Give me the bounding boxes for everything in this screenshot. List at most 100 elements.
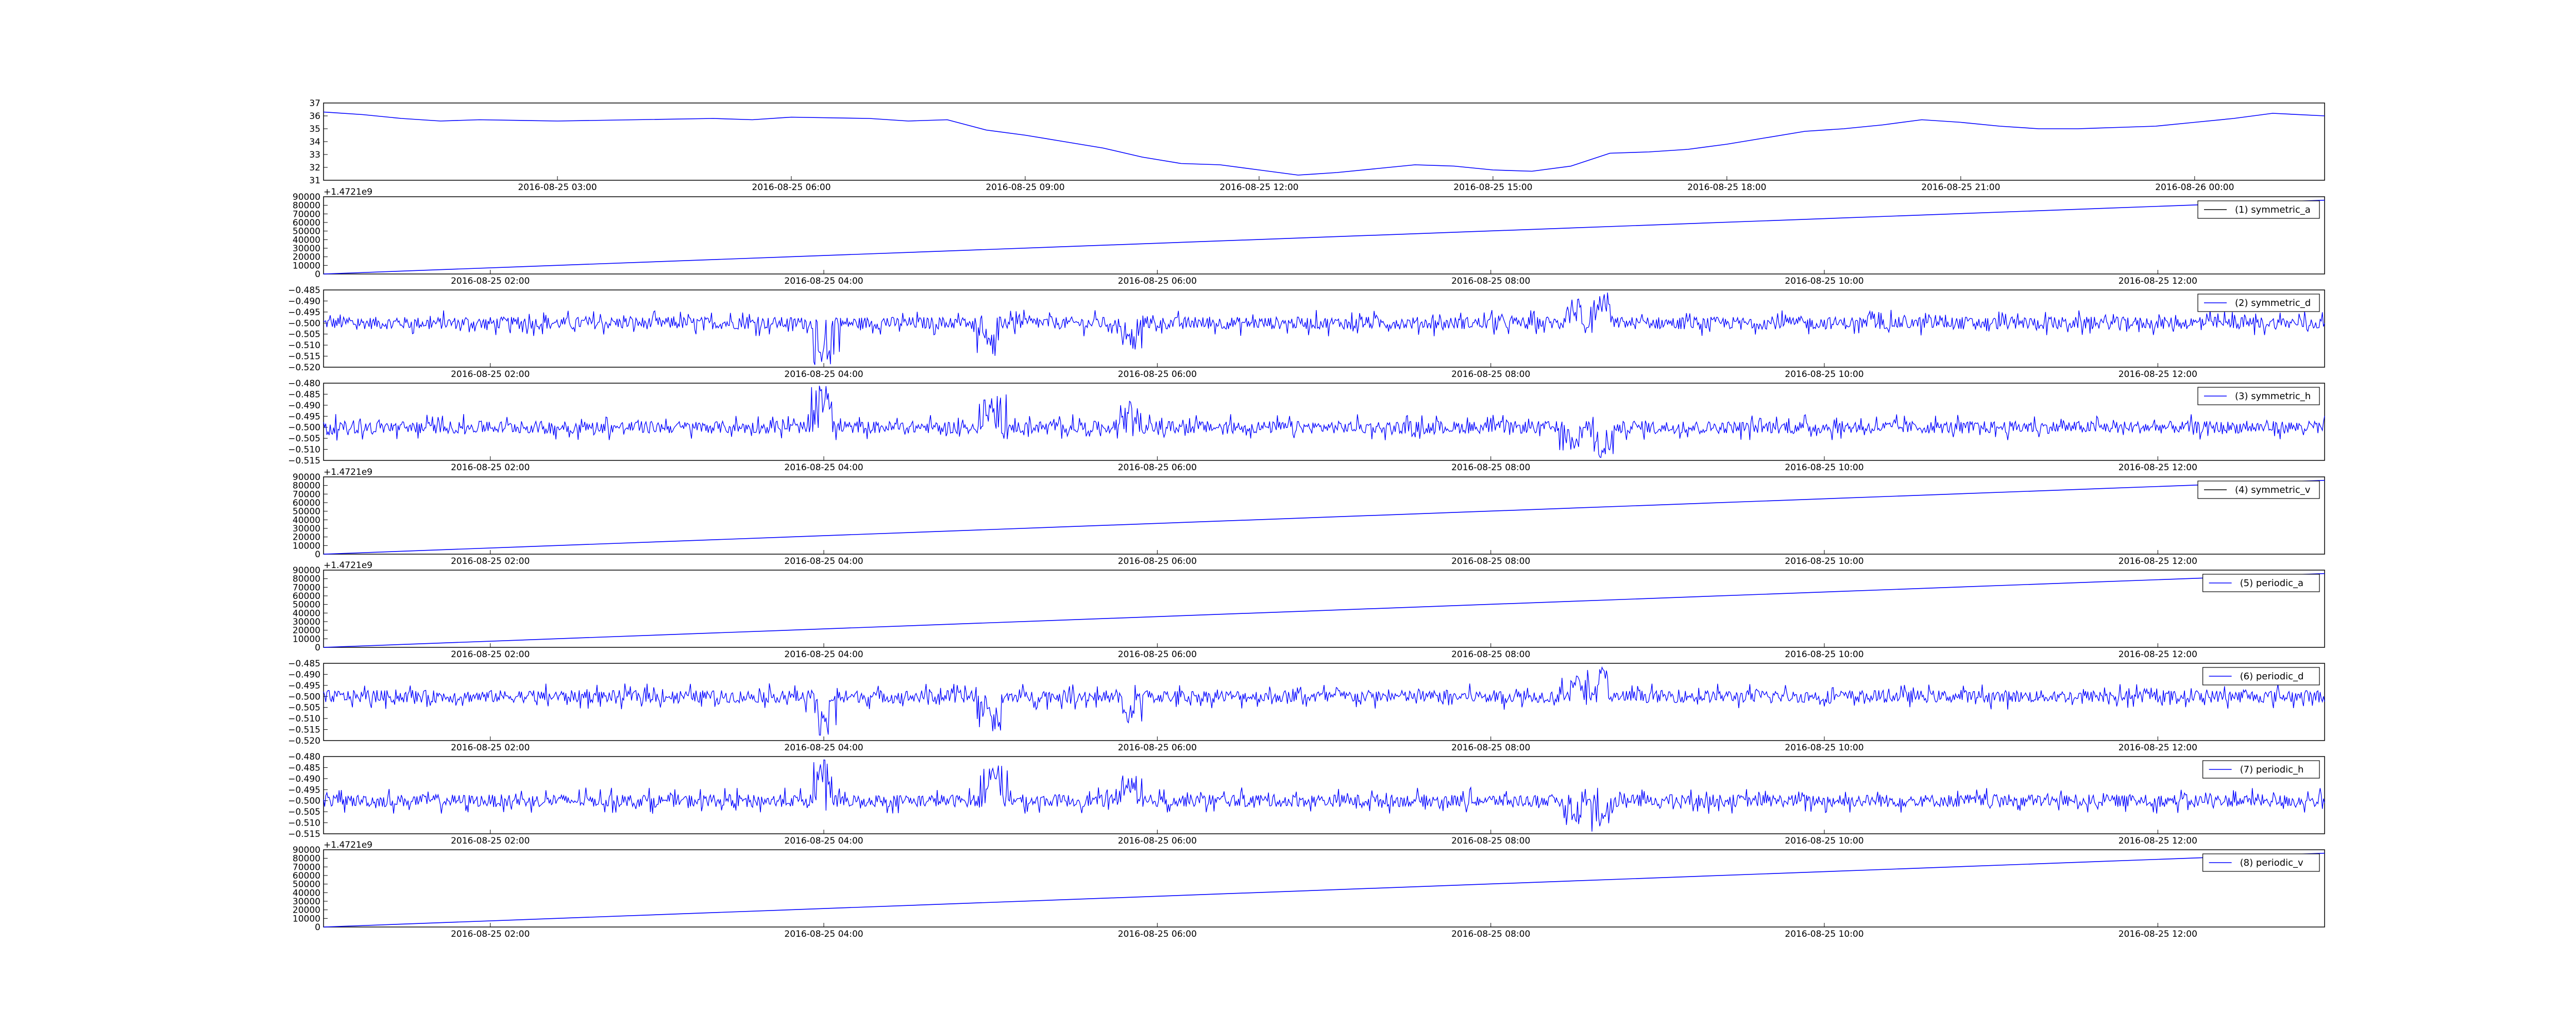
panel-9-xtick-label: 2016-08-25 12:00 — [2119, 929, 2197, 939]
panel-4-ytick-label: −0.510 — [288, 445, 320, 455]
panel-8-series-line — [323, 759, 2325, 832]
panel-7-xtick-label: 2016-08-25 02:00 — [451, 743, 530, 753]
panel-5-xtick-label: 2016-08-25 10:00 — [1785, 556, 1863, 566]
panel-5-ytick-label: 90000 — [293, 472, 320, 483]
panel-9-ytick-label: 10000 — [293, 914, 320, 924]
panel-7-xtick-label: 2016-08-25 10:00 — [1785, 743, 1863, 753]
panel-4-xtick-label: 2016-08-25 12:00 — [2119, 462, 2197, 473]
panel-4-xtick-label: 2016-08-25 06:00 — [1118, 462, 1197, 473]
panel-8-ytick-label: −0.515 — [288, 829, 320, 839]
panel-9-legend-label: (8) periodic_v — [2240, 857, 2303, 868]
panel-6-xtick-label: 2016-08-25 06:00 — [1118, 649, 1197, 660]
panel-9-ytick-label: 80000 — [293, 854, 320, 864]
panel-8-legend-label: (7) periodic_h — [2240, 764, 2304, 775]
panel-4-ytick-label: −0.505 — [288, 434, 320, 444]
panel-5-ytick-label: 40000 — [293, 515, 320, 525]
panel-3-series-line — [323, 293, 2325, 365]
panel-6-ytick-label: 40000 — [293, 608, 320, 619]
panel-7-xtick-label: 2016-08-25 04:00 — [784, 743, 863, 753]
panel-4-xtick-label: 2016-08-25 02:00 — [451, 462, 530, 473]
panel-8-xtick-label: 2016-08-25 08:00 — [1451, 836, 1530, 846]
panel-3-xtick-label: 2016-08-25 08:00 — [1451, 369, 1530, 380]
panel-4-frame — [323, 383, 2325, 461]
panel-1-xtick-label: 2016-08-25 03:00 — [518, 182, 597, 193]
panel-5-ytick-label: 60000 — [293, 498, 320, 508]
panel-8-ytick-label: −0.505 — [288, 807, 320, 817]
panel-2-ytick-label: 60000 — [293, 218, 320, 228]
panel-1-xtick-label: 2016-08-25 21:00 — [1921, 182, 2000, 193]
panel-4-ytick-label: −0.485 — [288, 389, 320, 400]
panel-2-ytick-label: 40000 — [293, 235, 320, 245]
panel-9-xtick-label: 2016-08-25 06:00 — [1118, 929, 1197, 939]
panel-6-ytick-label: 0 — [315, 643, 320, 653]
panel-7-xtick-label: 2016-08-25 12:00 — [2119, 743, 2197, 753]
panel-7-ytick-label: −0.515 — [288, 725, 320, 735]
panel-9-ytick-label: 70000 — [293, 862, 320, 872]
panel-3-ytick-label: −0.500 — [288, 318, 320, 329]
panel-7-ytick-label: −0.500 — [288, 692, 320, 702]
panel-6-ytick-label: 10000 — [293, 634, 320, 644]
panel-8-xtick-label: 2016-08-25 12:00 — [2119, 836, 2197, 846]
panel-1-ytick-label: 31 — [309, 176, 320, 186]
panel-9-series-line — [323, 852, 2325, 928]
panel-5-ytick-label: 50000 — [293, 507, 320, 517]
panel-2-xtick-label: 2016-08-25 12:00 — [2119, 276, 2197, 286]
panel-9-ytick-label: 50000 — [293, 880, 320, 890]
panel-1-xtick-label: 2016-08-25 15:00 — [1453, 182, 1532, 193]
panel-3-ytick-label: −0.505 — [288, 330, 320, 340]
panel-2-ytick-label: 70000 — [293, 209, 320, 219]
panel-6-series-line — [323, 573, 2325, 648]
panel-3-ytick-label: −0.515 — [288, 352, 320, 362]
panel-2-ytick-label: 80000 — [293, 201, 320, 211]
panel-5-ytick-label: 0 — [315, 550, 320, 560]
panel-5-xtick-label: 2016-08-25 06:00 — [1118, 556, 1197, 566]
panel-5-ytick-label: 20000 — [293, 533, 320, 543]
panel-2-ytick-label: 10000 — [293, 261, 320, 271]
panel-9-ytick-label: 20000 — [293, 905, 320, 916]
panel-8-ytick-label: −0.495 — [288, 785, 320, 795]
panel-9-ytick-label: 0 — [315, 922, 320, 933]
panel-7-legend-label: (6) periodic_d — [2240, 671, 2304, 682]
panel-6-xtick-label: 2016-08-25 12:00 — [2119, 649, 2197, 660]
panel-9-xtick-label: 2016-08-25 04:00 — [784, 929, 863, 939]
panel-6-ytick-label: 20000 — [293, 626, 320, 636]
panel-1-xtick-label: 2016-08-25 18:00 — [1687, 182, 1766, 193]
panel-7-ytick-label: −0.510 — [288, 714, 320, 724]
panel-3-xtick-label: 2016-08-25 12:00 — [2119, 369, 2197, 380]
panel-8-frame — [323, 756, 2325, 834]
panel-3-frame — [323, 289, 2325, 368]
panel-3-ytick-label: −0.510 — [288, 340, 320, 351]
panel-3-xtick-label: 2016-08-25 10:00 — [1785, 369, 1863, 380]
panel-2-legend-label: (1) symmetric_a — [2235, 204, 2311, 215]
panel-7-ytick-label: −0.495 — [288, 681, 320, 691]
panel-9-xtick-label: 2016-08-25 02:00 — [451, 929, 530, 939]
panel-4-ytick-label: −0.515 — [288, 456, 320, 466]
panel-1-ytick-label: 35 — [309, 124, 320, 134]
panel-7-frame — [323, 663, 2325, 741]
panel-4-ytick-label: −0.480 — [288, 379, 320, 389]
panel-6-offset-label: +1.4721e9 — [324, 560, 372, 571]
panel-5-xtick-label: 2016-08-25 08:00 — [1451, 556, 1530, 566]
panel-1-ytick-label: 32 — [309, 163, 320, 173]
panel-4-xtick-label: 2016-08-25 04:00 — [784, 462, 863, 473]
panel-2-xtick-label: 2016-08-25 06:00 — [1118, 276, 1197, 286]
panel-3-ytick-label: −0.485 — [288, 285, 320, 296]
panel-4-xtick-label: 2016-08-25 10:00 — [1785, 462, 1863, 473]
panel-9-ytick-label: 40000 — [293, 888, 320, 898]
panel-6-xtick-label: 2016-08-25 08:00 — [1451, 649, 1530, 660]
panel-4-ytick-label: −0.495 — [288, 411, 320, 422]
panel-1-ytick-label: 36 — [309, 111, 320, 122]
panel-3-xtick-label: 2016-08-25 02:00 — [451, 369, 530, 380]
panel-2-xtick-label: 2016-08-25 08:00 — [1451, 276, 1530, 286]
panel-5-legend-label: (4) symmetric_v — [2235, 485, 2311, 495]
panel-5-ytick-label: 30000 — [293, 524, 320, 534]
panel-2-ytick-label: 20000 — [293, 252, 320, 263]
panel-1-frame — [323, 102, 2325, 181]
panel-4-series-line — [323, 385, 2325, 458]
panel-8-ytick-label: −0.480 — [288, 752, 320, 762]
panel-1-xtick-label: 2016-08-25 06:00 — [752, 182, 831, 193]
panel-9-ytick-label: 60000 — [293, 871, 320, 881]
panel-8-ytick-label: −0.510 — [288, 818, 320, 829]
panel-8-xtick-label: 2016-08-25 06:00 — [1118, 836, 1197, 846]
